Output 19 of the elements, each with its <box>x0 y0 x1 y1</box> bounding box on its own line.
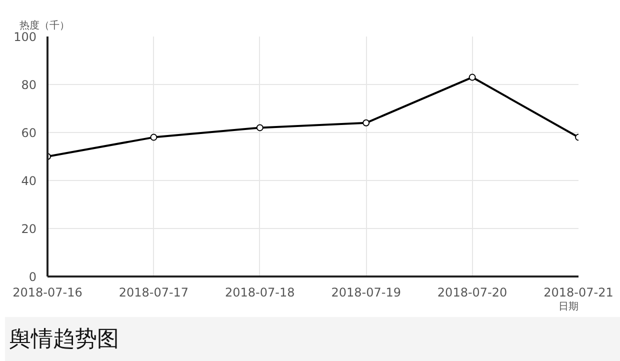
y-tick-label: 60 <box>21 126 37 140</box>
y-tick-label: 40 <box>21 174 37 188</box>
y-tick-label: 0 <box>28 270 37 284</box>
x-axis-title: 日期 <box>558 300 578 312</box>
x-tick-label: 2018-07-21 <box>544 286 614 300</box>
point <box>362 119 370 126</box>
text: 舆情趋势图 <box>9 325 119 353</box>
x-tick-label: 2018-07-17 <box>118 286 189 300</box>
point <box>468 74 476 81</box>
x-tick-label: 2018-07-18 <box>225 286 295 300</box>
y-tick-label: 80 <box>21 78 37 92</box>
point <box>150 134 158 141</box>
x-tick-label: 2018-07-20 <box>437 286 508 300</box>
x-tick-label: 2018-07-19 <box>331 286 401 300</box>
y-tick-label: 100 <box>14 30 36 44</box>
point <box>256 124 264 132</box>
y-tick-label: 20 <box>21 222 37 236</box>
x-tick-label: 2018-07-16 <box>12 286 82 300</box>
y-axis-title: 热度（千） <box>20 20 70 32</box>
